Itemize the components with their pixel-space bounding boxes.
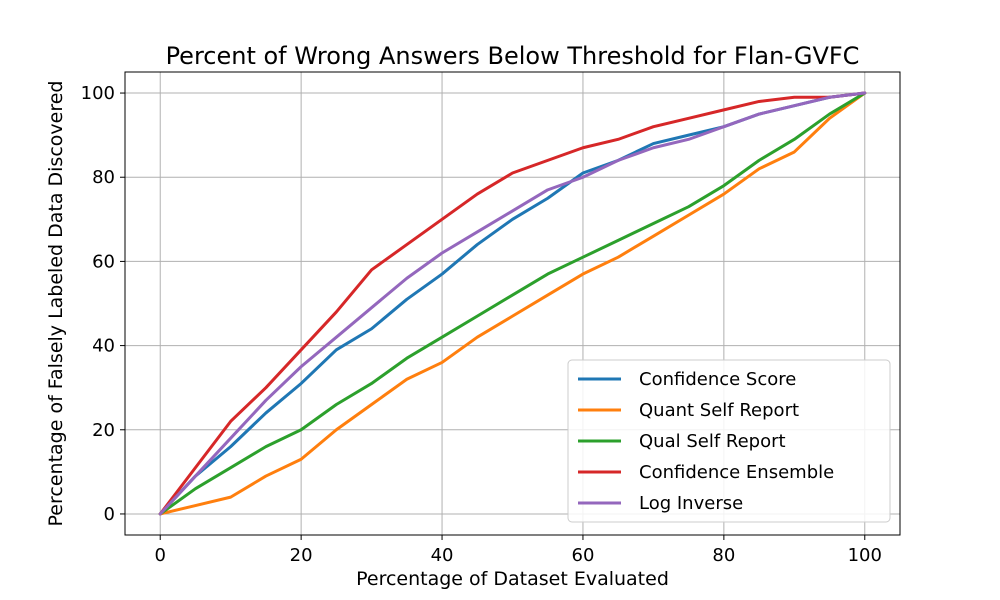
axis-ticks: 0 20 40 60 80 100 0 20 40 60 80 100 (81, 83, 882, 566)
series-group (158, 91, 867, 516)
legend-label: Confidence Score (639, 369, 796, 390)
x-tick-label: 80 (712, 545, 735, 566)
series-line-2 (158, 91, 867, 516)
legend-label: Qual Self Report (639, 431, 786, 452)
y-tick-label: 60 (92, 251, 115, 272)
legend-label: Confidence Ensemble (639, 462, 834, 483)
x-tick-label: 40 (431, 545, 454, 566)
legend: Confidence Score Quant Self Report Qual Se… (567, 359, 891, 523)
y-tick-label: 0 (104, 504, 115, 525)
legend-label: Log Inverse (639, 493, 743, 514)
x-tick-label: 0 (155, 545, 166, 566)
series-line-3 (158, 91, 867, 516)
y-tick-label: 100 (81, 83, 115, 104)
chart-title: Percent of Wrong Answers Below Threshold… (166, 42, 860, 70)
series-line-5 (158, 91, 867, 516)
y-tick-label: 20 (92, 420, 115, 441)
series-line-4 (158, 91, 867, 516)
x-axis-label: Percentage of Dataset Evaluated (356, 568, 669, 590)
x-tick-label: 60 (572, 545, 595, 566)
y-axis-label: Percentage of Falsely Labeled Data Disco… (45, 81, 67, 527)
y-tick-label: 80 (92, 167, 115, 188)
y-tick-label: 40 (92, 336, 115, 357)
legend-label: Quant Self Report (639, 400, 799, 421)
x-tick-label: 20 (290, 545, 313, 566)
legend-box (567, 359, 891, 523)
plot-frame (124, 71, 901, 536)
x-tick-label: 100 (848, 545, 882, 566)
